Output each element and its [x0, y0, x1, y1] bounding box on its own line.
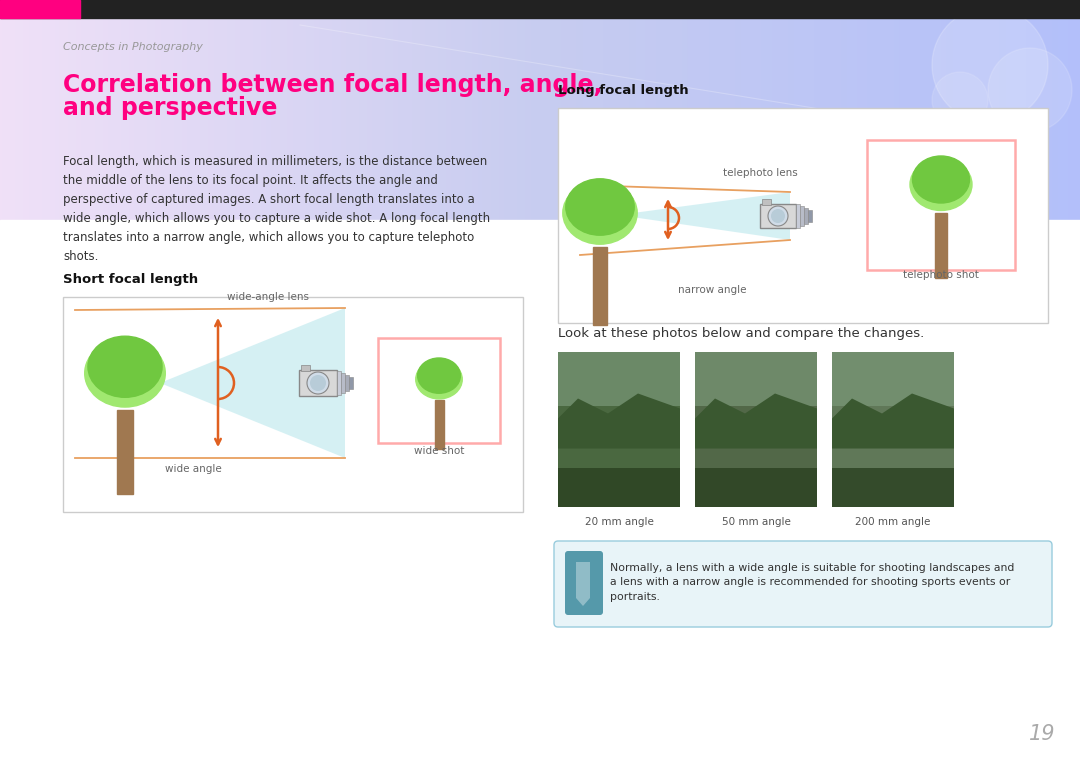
- Text: Focal length, which is measured in millimeters, is the distance between
the midd: Focal length, which is measured in milli…: [63, 155, 490, 263]
- Bar: [696, 352, 816, 406]
- Bar: [558, 352, 680, 406]
- Text: 19: 19: [1029, 724, 1055, 744]
- Bar: [349, 377, 353, 389]
- Ellipse shape: [418, 358, 460, 393]
- Bar: [0, 0, 80, 18]
- Bar: [808, 210, 812, 222]
- Circle shape: [768, 206, 788, 226]
- Bar: [0, 0, 1080, 18]
- Text: Short focal length: Short focal length: [63, 273, 198, 286]
- Text: wide-angle lens: wide-angle lens: [227, 292, 309, 302]
- FancyBboxPatch shape: [565, 551, 603, 615]
- Text: wide angle: wide angle: [164, 464, 221, 474]
- Ellipse shape: [910, 158, 972, 210]
- Polygon shape: [558, 393, 680, 448]
- Polygon shape: [832, 393, 954, 448]
- Bar: [593, 246, 607, 324]
- Text: Normally, a lens with a wide angle is suitable for shooting landscapes and
a len: Normally, a lens with a wide angle is su…: [610, 563, 1014, 602]
- Text: Long focal length: Long focal length: [558, 84, 689, 97]
- Bar: [832, 352, 954, 507]
- Text: and perspective: and perspective: [63, 96, 278, 120]
- Bar: [867, 140, 1015, 270]
- Ellipse shape: [566, 179, 634, 235]
- Bar: [935, 213, 947, 278]
- Text: 20 mm angle: 20 mm angle: [584, 517, 653, 527]
- Circle shape: [932, 7, 1048, 123]
- Text: narrow angle: narrow angle: [678, 285, 746, 295]
- Bar: [558, 352, 680, 507]
- Bar: [434, 400, 444, 449]
- Text: 50 mm angle: 50 mm angle: [721, 517, 791, 527]
- Bar: [558, 468, 680, 507]
- Circle shape: [307, 372, 329, 394]
- Ellipse shape: [84, 340, 165, 407]
- Text: 200 mm angle: 200 mm angle: [855, 517, 931, 527]
- Polygon shape: [576, 562, 590, 606]
- Circle shape: [932, 72, 988, 128]
- Polygon shape: [160, 308, 345, 458]
- Bar: [804, 208, 808, 224]
- Bar: [345, 375, 349, 391]
- Bar: [301, 365, 310, 371]
- Circle shape: [310, 375, 326, 391]
- Bar: [341, 373, 345, 393]
- Bar: [832, 468, 954, 507]
- Circle shape: [771, 209, 785, 223]
- Bar: [63, 297, 523, 512]
- Bar: [0, 220, 1080, 765]
- Text: telephoto lens: telephoto lens: [723, 168, 797, 178]
- Text: Correlation between focal length, angle,: Correlation between focal length, angle,: [63, 73, 603, 97]
- Bar: [696, 352, 816, 507]
- Bar: [378, 338, 500, 443]
- Polygon shape: [696, 393, 816, 448]
- Bar: [299, 370, 337, 396]
- Ellipse shape: [563, 182, 637, 244]
- Polygon shape: [618, 192, 789, 240]
- Bar: [118, 409, 133, 494]
- Bar: [696, 468, 816, 507]
- Bar: [558, 108, 1048, 323]
- Bar: [832, 352, 954, 406]
- Bar: [762, 199, 771, 205]
- FancyBboxPatch shape: [554, 541, 1052, 627]
- Text: telephoto shot: telephoto shot: [903, 270, 978, 280]
- Text: wide shot: wide shot: [414, 446, 464, 456]
- Circle shape: [988, 48, 1072, 132]
- Ellipse shape: [913, 156, 970, 203]
- Bar: [760, 204, 796, 228]
- Bar: [796, 204, 800, 228]
- Ellipse shape: [87, 336, 162, 397]
- Bar: [337, 371, 341, 395]
- Bar: [800, 206, 804, 226]
- Text: Look at these photos below and compare the changes.: Look at these photos below and compare t…: [558, 327, 924, 340]
- Ellipse shape: [416, 360, 462, 399]
- Text: Concepts in Photography: Concepts in Photography: [63, 42, 203, 52]
